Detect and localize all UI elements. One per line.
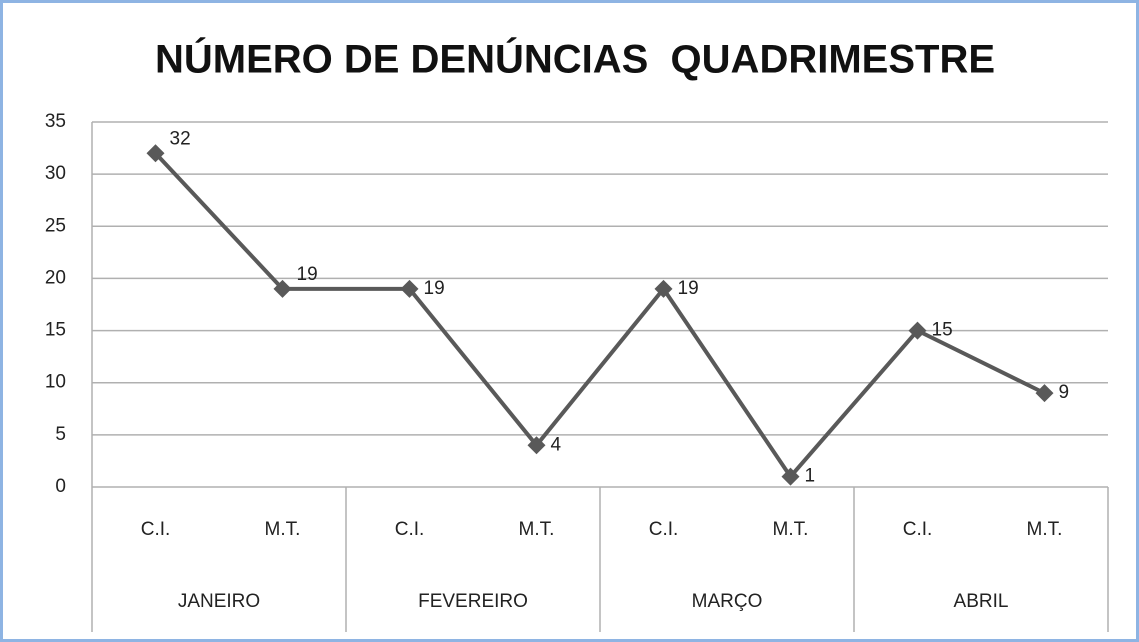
y-tick-label: 25 (45, 215, 66, 236)
marker (527, 436, 546, 455)
marker (908, 321, 927, 340)
x-tick-label: C.I. (141, 519, 171, 540)
x-tick-label: M.T. (519, 519, 555, 540)
marker (781, 467, 800, 486)
marker (1035, 384, 1054, 403)
x-tick-label: C.I. (903, 519, 933, 540)
data-label: 15 (932, 320, 953, 341)
data-label: 9 (1059, 382, 1070, 403)
x-tick-label: M.T. (1027, 519, 1063, 540)
x-tick-label: C.I. (395, 519, 425, 540)
y-tick-label: 10 (45, 372, 66, 393)
data-label: 4 (551, 434, 562, 455)
group-label: JANEIRO (178, 591, 260, 612)
y-tick-label: 0 (55, 476, 66, 497)
group-label: MARÇO (692, 591, 763, 612)
y-tick-label: 35 (45, 111, 66, 132)
marker (146, 144, 165, 163)
data-label: 32 (170, 128, 191, 149)
marker (273, 279, 292, 298)
chart-title: NÚMERO DE DENÚNCIAS QUADRIMESTRE (155, 36, 995, 82)
marker (654, 279, 673, 298)
data-label: 19 (678, 278, 699, 299)
line (154, 151, 1046, 480)
data-label: 19 (424, 278, 445, 299)
data-label: 1 (805, 466, 816, 487)
group-label: FEVEREIRO (418, 591, 528, 612)
y-tick-label: 5 (55, 424, 66, 445)
x-tick-label: C.I. (649, 519, 679, 540)
y-tick-label: 20 (45, 267, 66, 288)
x-tick-label: M.T. (773, 519, 809, 540)
y-tick-label: 30 (45, 163, 66, 184)
y-tick-label: 15 (45, 320, 66, 341)
marker (400, 279, 419, 298)
x-tick-label: M.T. (265, 519, 301, 540)
group-label: ABRIL (954, 591, 1009, 612)
data-label: 19 (297, 264, 318, 285)
